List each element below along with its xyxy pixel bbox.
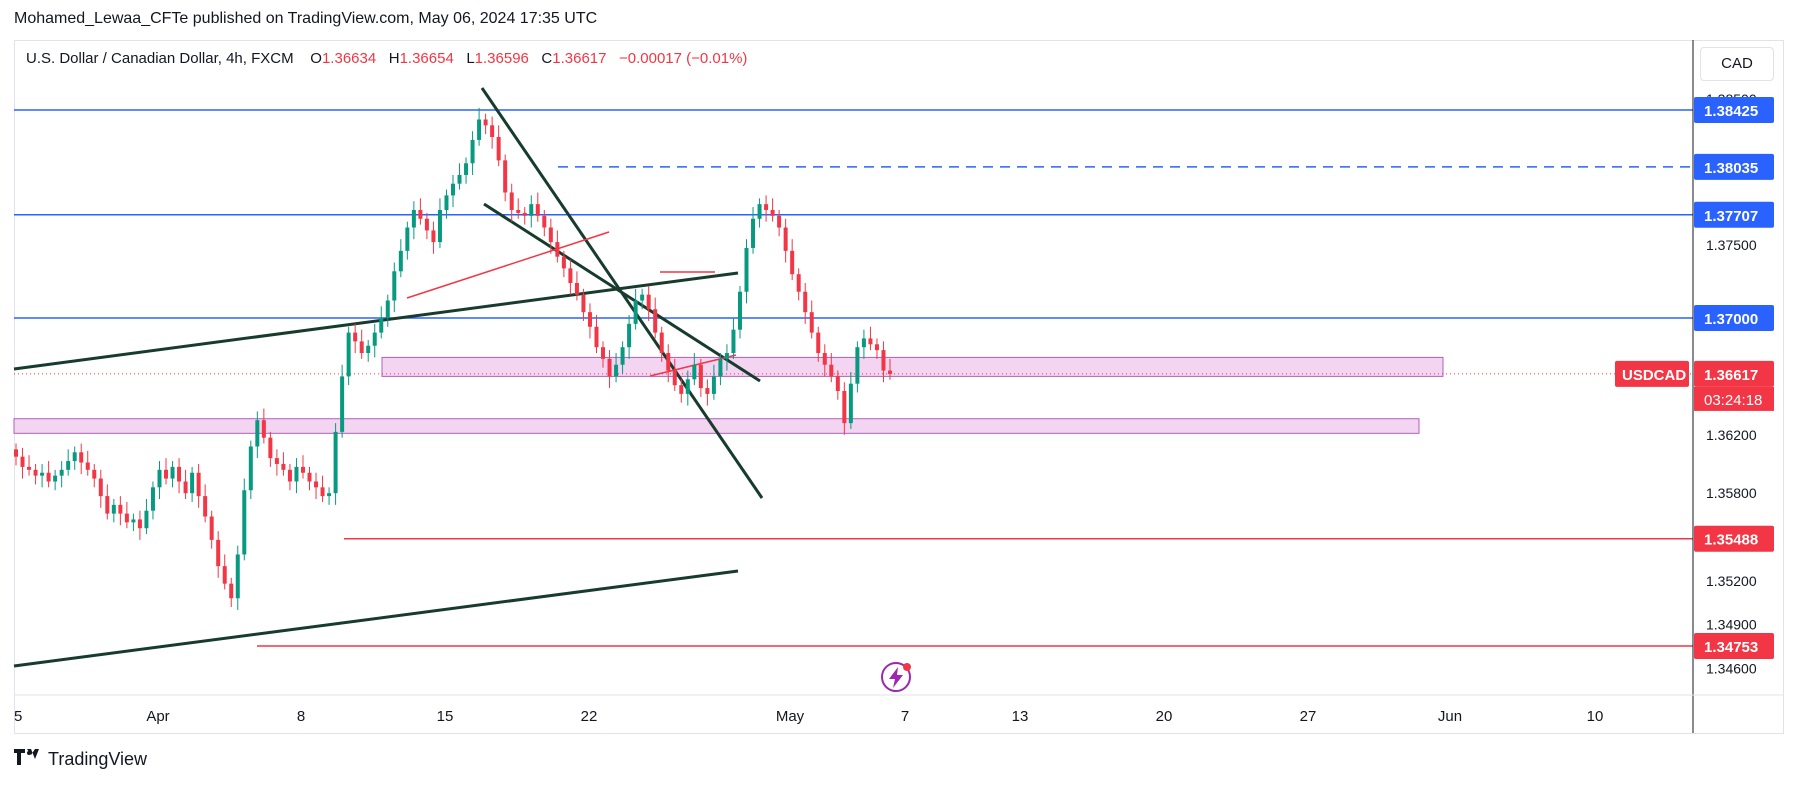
open-label: O	[310, 50, 322, 67]
close-label: C	[541, 50, 553, 67]
symbol-legend: U.S. Dollar / Canadian Dollar, 4h, FXCM …	[26, 50, 747, 67]
tradingview-logo-icon	[14, 749, 42, 770]
change-value: −0.00017 (−0.01%)	[619, 50, 748, 67]
high-label: H	[388, 50, 400, 67]
chart-frame	[14, 40, 1784, 734]
symbol-title: U.S. Dollar / Canadian Dollar, 4h, FXCM	[26, 50, 294, 67]
high-value: 1.36654	[399, 50, 454, 67]
low-label: L	[466, 50, 475, 67]
open-value: 1.36634	[321, 50, 377, 67]
tradingview-brand: TradingView	[48, 749, 148, 769]
close-value: 1.36617	[552, 50, 607, 67]
currency-button[interactable]: CAD	[1700, 47, 1774, 81]
tradingview-footer[interactable]: TradingView	[14, 749, 147, 770]
low-value: 1.36596	[474, 50, 529, 67]
publisher-header: Mohamed_Lewaa_CFTe published on TradingV…	[14, 10, 598, 27]
